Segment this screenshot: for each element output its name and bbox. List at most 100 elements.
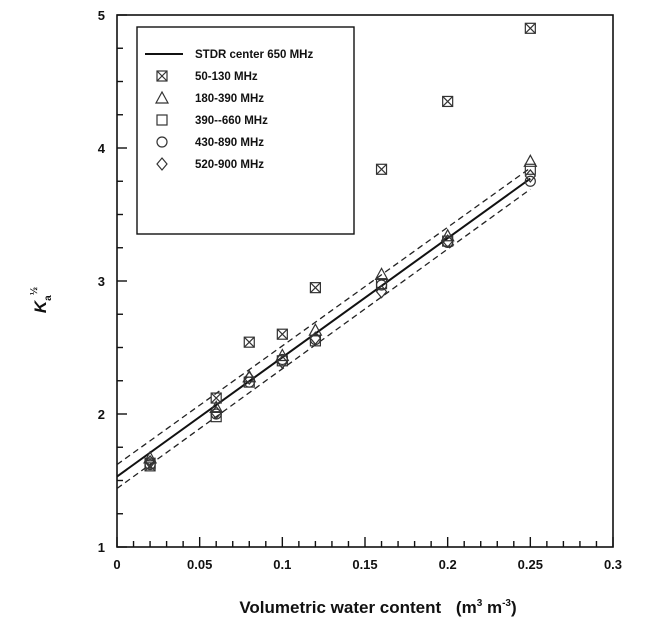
marker-cross	[442, 96, 454, 107]
marker-cross	[156, 70, 168, 82]
marker-diamond	[309, 331, 322, 346]
data-point-circle	[144, 458, 156, 471]
data-point-diamond	[276, 355, 289, 370]
fit-line-group	[116, 177, 531, 478]
marker-square	[210, 392, 222, 404]
marker-square	[442, 95, 454, 108]
y-axis-label-sup: ½	[29, 287, 40, 295]
y-tick-label: 2	[98, 407, 105, 422]
marker-square	[210, 411, 222, 423]
marker-square	[156, 114, 168, 126]
marker-cross	[243, 336, 255, 348]
data-point-square-x	[210, 392, 222, 404]
x-axis-unit-suffix: )	[511, 598, 517, 617]
legend-label: 520-900 MHz	[195, 159, 264, 171]
legend: STDR center 650 MHz 50-130 MHz 180-390 MHz…	[136, 26, 355, 235]
marker-circle	[375, 279, 388, 291]
x-tick-label: 0.05	[187, 557, 212, 572]
x-axis-unit-exp2: -3	[502, 598, 511, 609]
marker-circle	[243, 376, 255, 388]
data-point-square-x	[309, 282, 321, 294]
legend-label: 180-390 MHz	[195, 93, 264, 105]
marker-triangle	[523, 154, 538, 167]
marker-circle	[144, 458, 156, 471]
legend-marker-diamond	[156, 157, 168, 171]
legend-label: 50-130 MHz	[195, 71, 258, 83]
confidence-band-line	[116, 188, 531, 490]
data-point-diamond	[375, 284, 388, 299]
marker-square	[276, 328, 288, 340]
x-axis-unit-exp1: 3	[477, 598, 483, 609]
marker-circle	[156, 136, 168, 148]
marker-square	[243, 336, 255, 348]
marker-diamond	[210, 405, 222, 420]
x-tick-label: 0.1	[273, 557, 291, 572]
marker-circle	[524, 175, 536, 187]
data-point-triangle	[523, 154, 538, 167]
marker-diamond	[375, 284, 388, 299]
marker-cross	[276, 328, 288, 340]
axis-ticks	[116, 14, 614, 548]
legend-marker-square	[156, 114, 168, 126]
legend-marker-circle	[156, 136, 168, 148]
legend-items: STDR center 650 MHz 50-130 MHz 180-390 MHz…	[145, 49, 313, 171]
marker-square	[524, 163, 536, 175]
data-point-square-x	[243, 336, 255, 348]
marker-square	[156, 70, 168, 82]
marker-triangle	[308, 322, 323, 336]
marker-diamond	[144, 454, 156, 469]
data-point-diamond	[441, 234, 454, 249]
marker-cross	[376, 163, 387, 175]
marker-triangle	[374, 267, 389, 280]
marker-square	[375, 163, 388, 175]
data-point-circle	[243, 376, 255, 388]
legend-label: 430-890 MHz	[195, 137, 264, 149]
y-tick-label: 3	[98, 274, 105, 289]
data-point-circle	[524, 175, 536, 187]
marker-cross	[210, 392, 222, 404]
data-point-diamond	[309, 331, 322, 346]
confidence-bands	[116, 167, 531, 490]
y-axis-label-sub: a	[43, 295, 54, 301]
data-point-square-x	[524, 22, 536, 34]
data-point-square-x	[276, 328, 288, 340]
marker-square	[309, 282, 321, 294]
data-point-diamond	[144, 454, 156, 469]
data-point-triangle	[143, 450, 158, 464]
legend-marker-square-x	[156, 70, 168, 82]
legend-marker-triangle	[154, 90, 170, 104]
marker-triangle	[209, 400, 224, 413]
data-point-diamond	[210, 405, 222, 420]
marker-triangle	[440, 228, 455, 242]
fit-line	[116, 177, 531, 478]
data-points	[143, 22, 538, 472]
x-tick-label: 0.25	[518, 557, 543, 572]
x-tick-labels: 0 0.05 0.1 0.15 0.2 0.25 0.3	[113, 557, 622, 572]
y-tick-label: 1	[98, 540, 105, 555]
y-tick-labels: 1 2 3 4 5	[98, 8, 106, 555]
marker-circle	[276, 353, 288, 366]
legend-box	[136, 26, 355, 235]
x-tick-label: 0.15	[352, 557, 377, 572]
data-point-diamond	[524, 168, 537, 183]
x-axis-unit-prefix: (m	[456, 598, 477, 617]
marker-diamond	[441, 234, 454, 249]
data-point-diamond	[243, 371, 256, 386]
x-tick-label: 0.3	[604, 557, 622, 572]
data-point-triangle	[308, 322, 323, 336]
marker-diamond	[243, 371, 256, 386]
marker-diamond	[524, 168, 537, 183]
data-point-square-x	[375, 163, 388, 175]
marker-diamond	[156, 157, 168, 171]
data-point-triangle	[440, 228, 455, 242]
x-tick-label: 0	[113, 557, 120, 572]
x-axis-title: Volumetric water content (m3 m-3)	[239, 598, 516, 617]
marker-square	[524, 22, 536, 34]
data-point-triangle	[209, 400, 224, 413]
data-point-circle	[276, 353, 288, 366]
data-point-circle	[375, 279, 388, 291]
marker-diamond	[276, 355, 289, 370]
y-axis-label-base: K	[31, 299, 50, 313]
x-axis-unit-mid: m	[482, 598, 502, 617]
